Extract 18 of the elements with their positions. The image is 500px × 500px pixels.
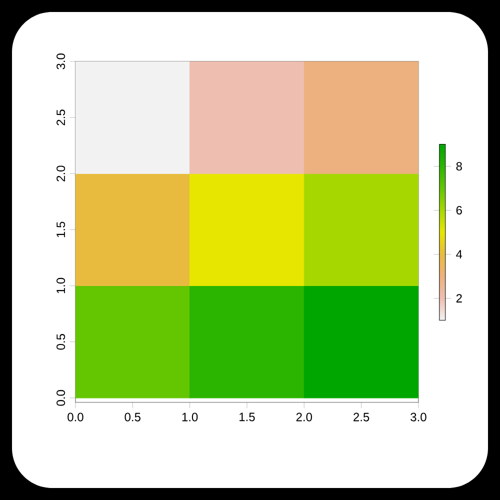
- x-tick-label: 1.5: [240, 412, 255, 422]
- x-tick-label: 3.0: [410, 412, 426, 422]
- x-tick-label: 0.0: [68, 412, 84, 422]
- y-tick-label: 2.5: [56, 110, 66, 126]
- x-tick-label: 1.0: [182, 412, 198, 422]
- x-tick-label: 2.0: [296, 412, 312, 422]
- y-tick-label: 3.0: [56, 54, 66, 70]
- y-tick-label: 0.0: [56, 390, 66, 406]
- x-tick-label: 2.5: [354, 412, 370, 422]
- y-tick-label: 2.0: [56, 166, 66, 182]
- x-tick-label: 0.5: [124, 412, 140, 422]
- y-tick-label: 0.5: [56, 334, 66, 350]
- color-bar-label: 2: [456, 294, 462, 302]
- color-bar-label: 6: [456, 206, 462, 215]
- y-tick-label: 1.5: [56, 222, 66, 238]
- y-tick-label: 1.0: [56, 278, 66, 294]
- color-bar-label: 8: [456, 162, 462, 171]
- color-bar-label: 4: [456, 250, 462, 258]
